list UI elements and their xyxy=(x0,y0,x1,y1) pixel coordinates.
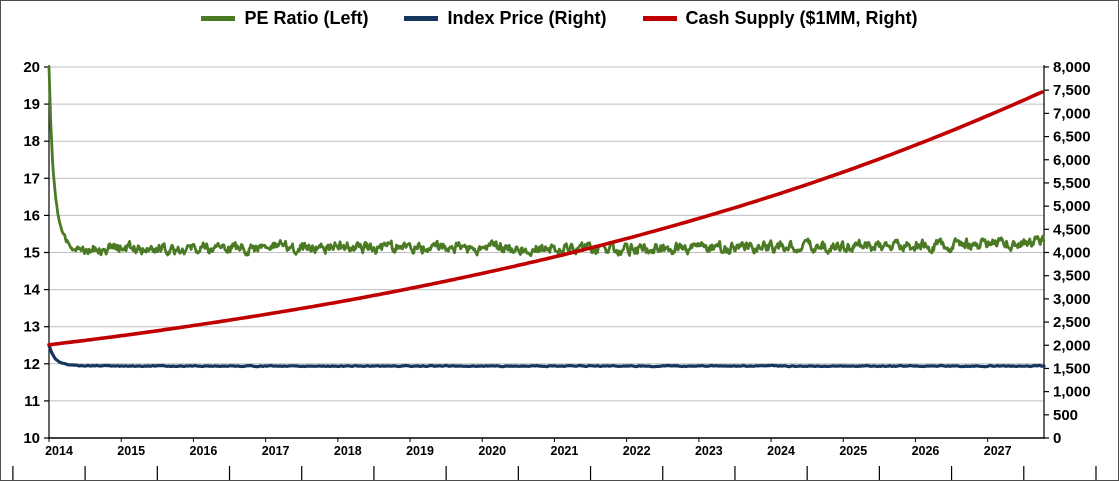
right-axis-tick-label: 4,500 xyxy=(1053,221,1091,238)
left-axis-tick-label: 20 xyxy=(23,59,40,76)
legend-label-cash-supply: Cash Supply ($1MM, Right) xyxy=(685,8,918,28)
left-axis-tick-label: 18 xyxy=(23,133,40,150)
right-axis-tick-label: 8,000 xyxy=(1053,59,1091,76)
right-axis-tick-label: 3,500 xyxy=(1053,268,1091,285)
x-axis-year-label: 2019 xyxy=(406,444,434,458)
right-axis-tick-label: 5,000 xyxy=(1053,198,1091,215)
left-axis-tick-label: 10 xyxy=(23,430,40,447)
legend-item-cash-supply: Cash Supply ($1MM, Right) xyxy=(642,8,918,29)
series-line-cash-supply-1mm-right xyxy=(47,90,1044,347)
right-axis-tick-label: 4,000 xyxy=(1053,245,1091,262)
legend-label-index-price: Index Price (Right) xyxy=(447,8,607,28)
right-axis-tick-label: 1,500 xyxy=(1053,360,1091,377)
chart-legend: PE Ratio (Left) Index Price (Right) Cash… xyxy=(1,8,1118,29)
right-axis-tick-label: 7,000 xyxy=(1053,105,1091,122)
x-axis-year-label: 2022 xyxy=(623,444,651,458)
x-axis-year-label: 2027 xyxy=(984,444,1012,458)
legend-item-index-price: Index Price (Right) xyxy=(404,8,607,29)
left-axis-tick-label: 16 xyxy=(23,207,40,224)
series-line-index-price-right xyxy=(47,343,1046,369)
series-line-pe-ratio-left xyxy=(47,65,1046,258)
right-axis-tick-label: 5,500 xyxy=(1053,175,1091,192)
legend-label-pe-ratio: PE Ratio (Left) xyxy=(244,8,369,28)
x-axis-year-label: 2018 xyxy=(334,444,362,458)
right-axis-tick-label: 3,000 xyxy=(1053,291,1091,308)
left-axis-tick-label: 11 xyxy=(24,393,40,410)
x-axis-year-label: 2024 xyxy=(767,444,795,458)
right-axis-tick-label: 2,500 xyxy=(1053,314,1091,331)
legend-item-pe-ratio: PE Ratio (Left) xyxy=(201,8,368,29)
left-axis-tick-label: 12 xyxy=(23,356,40,373)
x-axis-year-label: 2025 xyxy=(839,444,867,458)
right-axis-tick-label: 0 xyxy=(1053,430,1061,447)
x-axis-year-label: 2023 xyxy=(695,444,723,458)
x-axis-year-label: 2021 xyxy=(551,444,579,458)
left-axis-tick-label: 14 xyxy=(23,282,40,299)
x-axis-year-label: 2014 xyxy=(45,444,73,458)
x-axis-year-label: 2020 xyxy=(478,444,506,458)
left-axis-tick-label: 17 xyxy=(23,170,40,187)
left-axis-tick-label: 19 xyxy=(23,96,40,113)
x-axis-year-label: 2017 xyxy=(262,444,290,458)
right-axis-tick-label: 7,500 xyxy=(1053,82,1091,99)
left-axis-tick-label: 15 xyxy=(23,245,40,262)
right-axis-tick-label: 1,000 xyxy=(1053,384,1091,401)
right-axis-tick-label: 6,000 xyxy=(1053,152,1091,169)
legend-swatch-cash-supply-icon xyxy=(642,16,677,21)
right-axis-tick-label: 500 xyxy=(1053,407,1078,424)
right-axis-tick-label: 2,000 xyxy=(1053,337,1091,354)
x-axis-year-label: 2016 xyxy=(190,444,218,458)
x-axis-year-label: 2015 xyxy=(117,444,145,458)
legend-swatch-index-price-icon xyxy=(404,16,439,21)
left-axis-tick-label: 13 xyxy=(23,319,40,336)
x-axis-year-label: 2026 xyxy=(912,444,940,458)
legend-swatch-pe-ratio-icon xyxy=(201,16,236,21)
right-axis-tick-label: 6,500 xyxy=(1053,129,1091,146)
